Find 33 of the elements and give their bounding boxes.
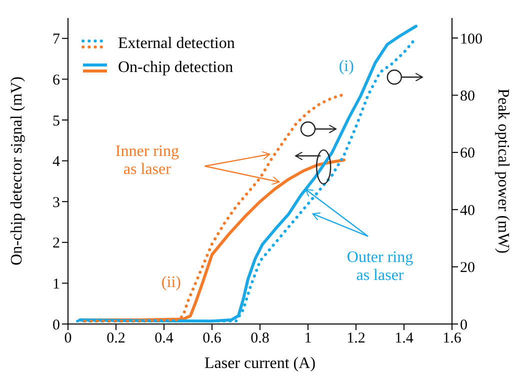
x-tick-label: 1.4 <box>394 330 414 347</box>
y2-axis-title: Peak optical power (mW) <box>494 88 512 254</box>
y2-tick-label: 20 <box>460 260 475 276</box>
x-tick-label: 0.6 <box>202 330 222 347</box>
x-tick-label: 0.2 <box>106 330 126 347</box>
y2-tick-label: 60 <box>460 146 475 162</box>
y2-tick-label: 100 <box>460 31 482 48</box>
x-tick-label: 0.4 <box>154 330 174 347</box>
legend-label: On-chip detection <box>118 59 234 77</box>
annotation: (i) <box>338 58 354 76</box>
x-tick-label: 1 <box>304 330 312 347</box>
y-tick-label: 5 <box>52 113 60 130</box>
y-tick-label: 4 <box>52 154 60 170</box>
x-tick-label: 1.6 <box>442 330 462 347</box>
y-axis-title: On-chip detector signal (mV) <box>8 76 26 266</box>
annotation: Outer ring as laser <box>346 248 414 285</box>
line-series <box>83 94 344 323</box>
y-tick-label: 7 <box>52 32 60 48</box>
y-tick-label: 3 <box>52 194 60 211</box>
y2-tick-label: 40 <box>460 202 475 219</box>
annotation: (ii) <box>161 274 181 292</box>
x-tick-label: 1.2 <box>346 330 366 347</box>
y-tick-label: 2 <box>52 236 60 252</box>
annotation: Inner ring as laser <box>115 142 179 179</box>
x-tick-label: 0 <box>64 330 72 347</box>
x-tick-label: 0.8 <box>250 330 270 347</box>
y-tick-label: 6 <box>52 72 60 89</box>
y2-tick-label: 0 <box>460 317 468 334</box>
y-tick-label: 1 <box>52 276 60 293</box>
legend-label: External detection <box>118 35 235 53</box>
y2-tick-label: 80 <box>460 88 475 105</box>
y-tick-label: 0 <box>52 317 60 334</box>
x-axis-title: Laser current (A) <box>204 355 316 372</box>
